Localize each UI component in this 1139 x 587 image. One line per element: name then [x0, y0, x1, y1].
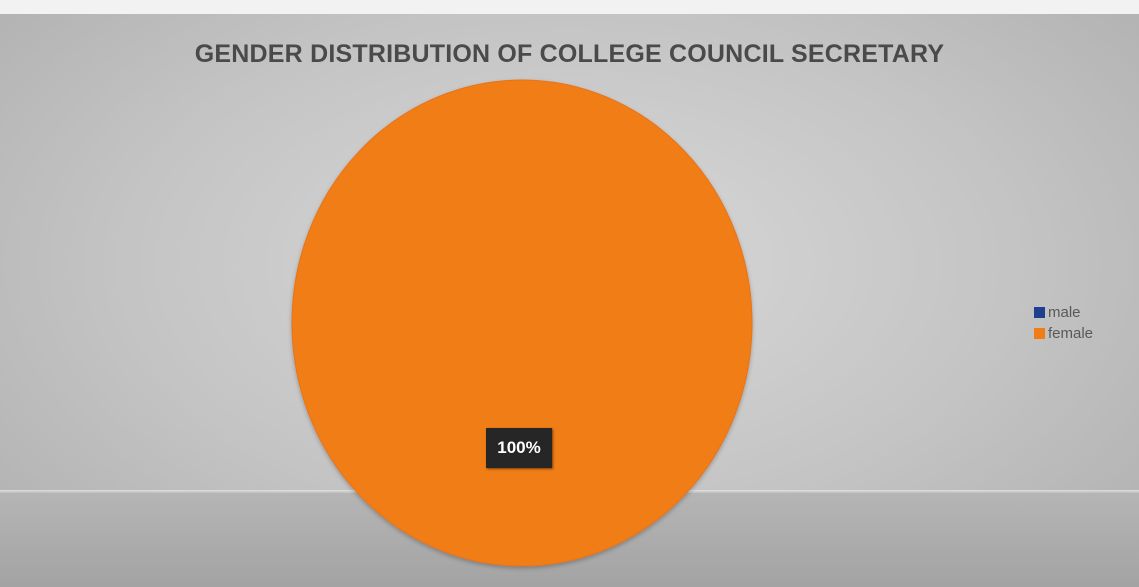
data-label-female: 100%: [486, 428, 552, 468]
legend-item-male: male: [1034, 302, 1093, 323]
chart-title: GENDER DISTRIBUTION OF COLLEGE COUNCIL S…: [194, 40, 945, 68]
legend-swatch-male: [1034, 307, 1045, 318]
legend-label-female: female: [1048, 325, 1094, 342]
legend: male female: [1034, 302, 1093, 344]
legend-item-female: female: [1034, 323, 1093, 344]
legend-swatch-female: [1034, 328, 1045, 339]
top-strip: [0, 0, 1139, 14]
legend-label-male: male: [1048, 304, 1081, 321]
pie-slice-female: [291, 79, 753, 567]
